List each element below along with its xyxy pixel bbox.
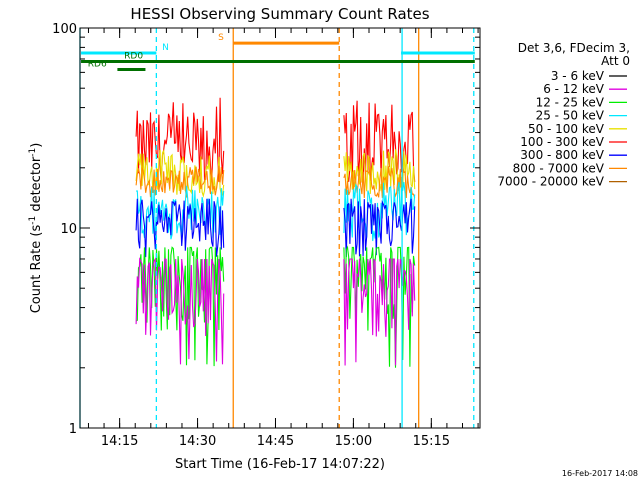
y-tick-label: 10	[60, 222, 77, 237]
data-layer	[135, 97, 416, 368]
y-axis-label-sup1: -1	[28, 216, 38, 225]
x-tick-label: 15:15	[413, 434, 450, 449]
legend-label: 3 - 6 keV	[551, 69, 605, 83]
y-axis-label-mid: detector	[29, 156, 44, 216]
ticks-layer: 1 10 100 14:15 14:30 14:45 15:00 15:15	[52, 22, 480, 449]
series-line-800-7000-keV-segment-2	[343, 166, 416, 199]
series-line-6-12-keV-segment-2	[343, 258, 416, 366]
x-axis-label: Start Time (16-Feb-17 14:07:22)	[175, 457, 385, 472]
flag-label-n: N	[162, 43, 169, 53]
legend-label: 25 - 50 keV	[536, 109, 605, 123]
legend-header-line-1: Det 3,6, FDecim 3,	[518, 41, 630, 55]
x-tick-label: 14:15	[101, 434, 138, 449]
flag-label-rd6: RD6	[88, 60, 107, 70]
series-line-6-12-keV-segment-1	[135, 256, 225, 365]
legend-label: 7000 - 20000 keV	[497, 175, 604, 189]
y-axis-label-end: )	[29, 143, 44, 148]
legend-label: 800 - 7000 keV	[513, 161, 605, 175]
series-line-12-25-keV-segment-1	[135, 246, 225, 367]
y-axis-label: Count Rate (s-1 detector-1)	[28, 143, 44, 314]
x-tick-label: 14:45	[257, 434, 294, 449]
flag-label-rd0: RD0	[124, 51, 143, 61]
y-axis-label-main: Count Rate (s	[29, 225, 44, 314]
legend-label: 6 - 12 keV	[543, 82, 605, 96]
footer-timestamp: 16-Feb-2017 14:08	[562, 469, 638, 478]
legend-label: 50 - 100 keV	[528, 122, 605, 136]
legend-header-line-2: Att 0	[601, 54, 630, 68]
legend-label: 100 - 300 keV	[520, 135, 604, 149]
series-line-25-50-keV-segment-2	[343, 181, 416, 242]
x-tick-label: 14:30	[179, 434, 216, 449]
y-tick-label: 1	[69, 422, 77, 437]
series-line-100-300-keV-segment-1	[135, 97, 225, 182]
y-axis-label-sup2: -1	[28, 148, 38, 157]
series-line-300-800-keV-segment-1	[135, 198, 225, 258]
flag-label-s: S	[218, 33, 224, 43]
y-tick-label: 100	[52, 22, 77, 37]
chart-title: HESSI Observing Summary Count Rates	[130, 5, 429, 23]
x-tick-label: 15:00	[335, 434, 372, 449]
legend-label: 300 - 800 keV	[520, 148, 604, 162]
flag-bars-layer: N RD0 RD6 S	[81, 33, 475, 72]
legend-label: 12 - 25 keV	[536, 95, 605, 109]
series-line-300-800-keV-segment-2	[343, 198, 416, 258]
